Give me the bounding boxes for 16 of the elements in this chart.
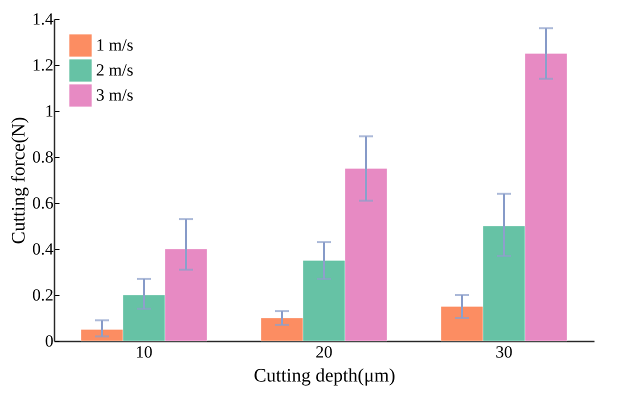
y-tick-label: 0.2 — [32, 286, 54, 304]
legend-label: 1 m/s — [96, 36, 134, 54]
y-tick-label: 0.6 — [32, 194, 54, 212]
y-tick-label: 1.4 — [32, 10, 54, 28]
y-tick-label: 0.4 — [32, 240, 54, 258]
y-tick-label: 1.2 — [32, 56, 54, 74]
legend-label: 3 m/s — [96, 86, 134, 104]
x-axis-title: Cutting depth(μm) — [254, 366, 396, 386]
x-tick-label: 20 — [316, 342, 332, 362]
x-tick-label: 10 — [136, 342, 152, 362]
y-tick-label: 1 — [45, 102, 54, 120]
legend-label: 2 m/s — [96, 60, 134, 80]
x-tick-label: 30 — [496, 342, 512, 362]
y-tick-label: 0.8 — [32, 148, 54, 166]
y-tick-label: 0 — [45, 332, 54, 350]
y-axis-title: Cutting force(N) — [8, 116, 30, 244]
